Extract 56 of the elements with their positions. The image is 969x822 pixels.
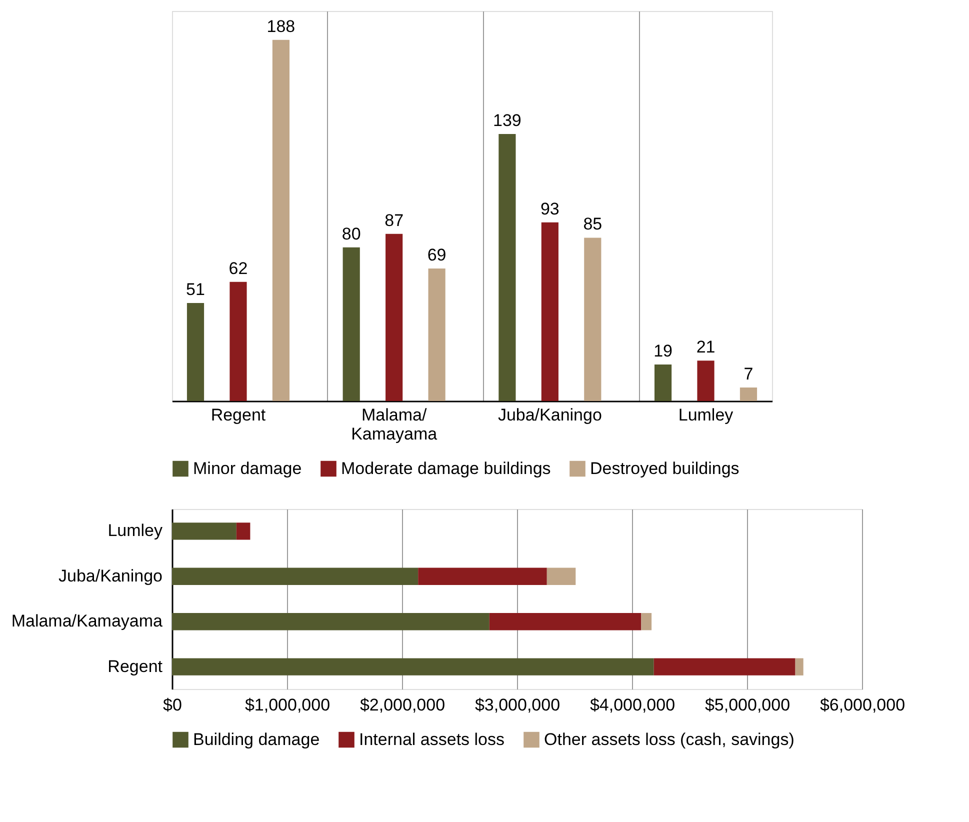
bar — [230, 282, 247, 401]
bar — [641, 613, 652, 630]
bar — [172, 658, 654, 676]
bar — [172, 613, 490, 630]
bar — [272, 40, 290, 401]
x-tick-label: Malama/ Kamayama — [351, 406, 438, 444]
y-tick-label: Regent — [108, 656, 163, 676]
bar — [386, 234, 403, 401]
bar — [489, 613, 642, 630]
bar — [546, 568, 576, 585]
legend-label: Moderate damage buildings — [341, 458, 551, 478]
x-tick-label: Juba/Kaningo — [498, 406, 602, 424]
data-label: 85 — [583, 214, 602, 234]
legend-label: Internal assets loss — [359, 730, 505, 749]
legend-label: Destroyed buildings — [590, 458, 740, 478]
x-tick-label: $6,000,000 — [820, 696, 906, 714]
legend-label: Other assets loss (cash, savings) — [544, 730, 794, 749]
x-tick-label: $0 — [163, 696, 182, 714]
bar — [418, 568, 547, 585]
data-label: 87 — [384, 210, 404, 230]
bar — [697, 360, 714, 401]
legend-label: Minor damage — [193, 458, 302, 478]
bar — [186, 303, 204, 401]
x-tick-label: Regent — [210, 406, 266, 424]
x-tick-label: $4,000,000 — [590, 696, 676, 714]
data-label: 62 — [228, 258, 248, 278]
bar — [584, 238, 602, 401]
bar — [172, 568, 418, 585]
bar — [541, 222, 558, 401]
bar — [428, 268, 446, 401]
data-label: 188 — [266, 16, 296, 36]
legend-label: Building damage — [193, 730, 320, 749]
x-tick-label: $5,000,000 — [704, 696, 790, 714]
data-label: 7 — [744, 364, 754, 384]
y-tick-label: Juba/Kaningo — [58, 566, 162, 586]
x-tick-label: Lumley — [678, 406, 734, 424]
bar — [236, 522, 250, 540]
bar — [740, 388, 758, 401]
bar — [172, 522, 236, 540]
bar — [342, 247, 360, 401]
x-tick-label: $2,000,000 — [360, 696, 446, 714]
data-label: 19 — [654, 342, 672, 361]
bar — [795, 658, 804, 676]
x-tick-label: $1,000,000 — [244, 696, 330, 714]
data-label: 21 — [696, 338, 716, 357]
y-tick-label: Malama/Kamayama — [11, 612, 164, 631]
data-label: 69 — [427, 245, 446, 264]
y-tick-label: Lumley — [108, 521, 163, 540]
bar — [654, 658, 796, 676]
bar — [498, 134, 516, 401]
data-label: 80 — [342, 224, 361, 244]
bar — [654, 364, 672, 401]
data-label: 139 — [493, 111, 522, 130]
data-label: 93 — [540, 199, 560, 218]
x-tick-label: $3,000,000 — [474, 696, 560, 714]
data-label: 51 — [186, 280, 205, 300]
